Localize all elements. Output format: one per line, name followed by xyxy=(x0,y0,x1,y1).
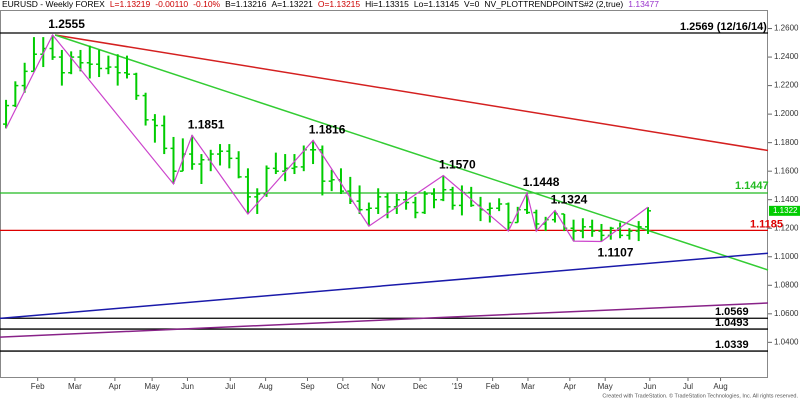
header-item: Lo=1.13145 xyxy=(414,0,459,9)
x-tick-label: Jul xyxy=(683,382,693,391)
y-tick-label: 1.1600 xyxy=(774,166,799,175)
x-tick-label: Jun xyxy=(181,382,194,391)
x-tick-label: Sep xyxy=(300,382,315,391)
x-tick-label: Mar xyxy=(68,382,82,391)
header-item: -0.10% xyxy=(193,0,220,9)
header-item: EURUSD - Weekly FOREX xyxy=(2,0,105,9)
x-tick-label: Jul xyxy=(225,382,235,391)
y-tick-label: 1.1000 xyxy=(774,252,799,261)
swing-label: 1.1570 xyxy=(439,158,476,172)
swing-label: 1.1107 xyxy=(597,246,633,260)
swing-line xyxy=(5,33,649,243)
swing-label: 1.2555 xyxy=(48,17,85,31)
level-label: 1.0493 xyxy=(715,317,749,329)
x-tick-label: Oct xyxy=(337,382,350,391)
swing-label: 1.1324 xyxy=(551,193,588,207)
plot-frame xyxy=(0,10,768,378)
level-label: 1.0339 xyxy=(715,339,749,351)
header-item: 1.13477 xyxy=(628,0,659,9)
trend-line xyxy=(54,34,769,271)
x-tick-label: Aug xyxy=(713,382,727,391)
level-label: 1.1185 xyxy=(750,218,783,230)
trend-line xyxy=(0,252,769,320)
swing-label: 1.1851 xyxy=(188,118,225,132)
x-tick-label: Feb xyxy=(31,382,45,391)
y-tick-label: 1.2400 xyxy=(774,52,799,61)
header: EURUSD - Weekly FOREX L=1.13219 -0.00110 -0… xyxy=(2,0,659,9)
last-price-label: 1.1322 xyxy=(773,206,798,215)
header-item: B=1.13216 xyxy=(225,0,267,9)
header-item: V=0 xyxy=(464,0,480,9)
x-tick-label: Jun xyxy=(643,382,656,391)
trend-line xyxy=(54,34,769,152)
x-tick-label: Apr xyxy=(109,382,122,391)
y-tick-label: 1.0800 xyxy=(774,280,799,289)
y-tick-label: 1.1200 xyxy=(774,223,799,232)
x-tick-label: Nov xyxy=(371,382,385,391)
footer: Created with TradeStation. © TradeStatio… xyxy=(602,392,798,399)
header-item: -0.00110 xyxy=(155,0,188,9)
header-item: NV_PLOTTRENDPOINTS#2 (2,true) xyxy=(484,0,623,9)
y-tick-label: 1.2000 xyxy=(774,109,799,118)
x-tick-label: Dec xyxy=(413,382,427,391)
y-tick-label: 1.1400 xyxy=(774,195,799,204)
trend-line xyxy=(0,302,769,338)
y-tick-label: 1.0600 xyxy=(774,309,799,318)
x-tick-label: Mar xyxy=(521,382,535,391)
level-label: 1.2569 (12/16/14) xyxy=(680,21,767,33)
x-tick-label: May xyxy=(145,382,160,391)
header-item: A=1.13221 xyxy=(271,0,313,9)
header-item: Hi=1.13315 xyxy=(365,0,409,9)
x-tick-label: Apr xyxy=(564,382,577,391)
x-tick-label: '19 xyxy=(452,382,463,391)
x-tick-label: Aug xyxy=(258,382,272,391)
swing-label: 1.1448 xyxy=(523,175,560,189)
x-tick-label: May xyxy=(598,382,613,391)
header-item: O=1.13215 xyxy=(318,0,361,9)
y-tick-label: 1.2200 xyxy=(774,81,799,90)
level-label: 1.1447 xyxy=(735,180,769,192)
x-tick-label: Feb xyxy=(486,382,500,391)
y-tick-label: 1.2600 xyxy=(774,24,799,33)
y-tick-label: 1.1800 xyxy=(774,138,799,147)
y-tick-label: 1.0400 xyxy=(774,337,799,346)
last-price-tag xyxy=(769,205,800,216)
level-label: 1.0569 xyxy=(715,306,749,318)
header-item: L=1.13219 xyxy=(110,0,151,9)
swing-label: 1.1816 xyxy=(309,123,346,137)
